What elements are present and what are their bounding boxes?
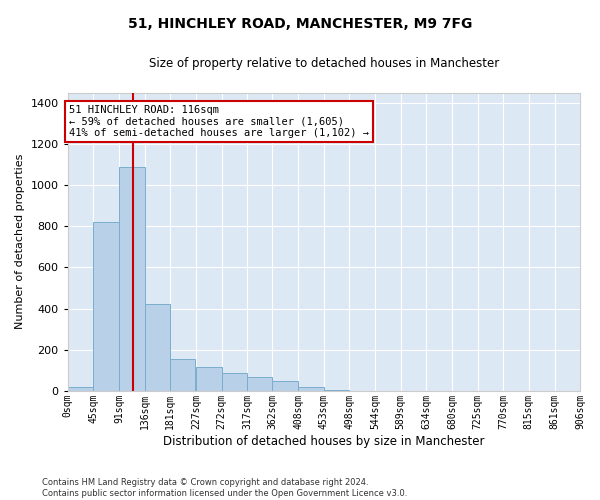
Bar [298, 387, 324, 391]
Bar [145, 304, 170, 391]
X-axis label: Distribution of detached houses by size in Manchester: Distribution of detached houses by size … [163, 434, 485, 448]
Bar [170, 359, 196, 391]
Bar [93, 222, 119, 391]
Bar [324, 390, 349, 391]
Bar [221, 374, 247, 391]
Text: Contains HM Land Registry data © Crown copyright and database right 2024.
Contai: Contains HM Land Registry data © Crown c… [42, 478, 407, 498]
Bar [196, 367, 221, 391]
Text: 51, HINCHLEY ROAD, MANCHESTER, M9 7FG: 51, HINCHLEY ROAD, MANCHESTER, M9 7FG [128, 18, 472, 32]
Title: Size of property relative to detached houses in Manchester: Size of property relative to detached ho… [149, 58, 499, 70]
Bar [119, 166, 145, 391]
Bar [272, 380, 298, 391]
Bar [68, 387, 93, 391]
Bar [247, 376, 272, 391]
Y-axis label: Number of detached properties: Number of detached properties [15, 154, 25, 330]
Text: 51 HINCHLEY ROAD: 116sqm
← 59% of detached houses are smaller (1,605)
41% of sem: 51 HINCHLEY ROAD: 116sqm ← 59% of detach… [69, 105, 369, 138]
